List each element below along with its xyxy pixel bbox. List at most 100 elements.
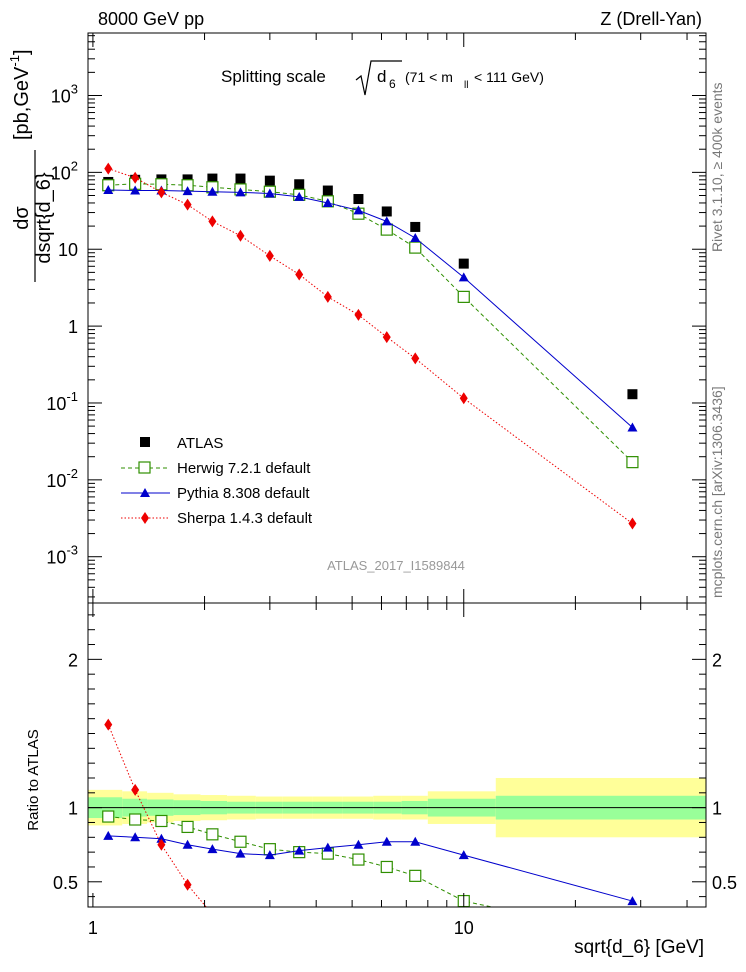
main-point-data [207,173,218,184]
main-ytick-label: 103 [51,81,78,106]
main-point-pythia [627,422,638,432]
ytick-base: 10 [58,240,78,260]
main-point-data [322,185,333,196]
main-point-herwig [626,456,639,469]
header-process: Z (Drell-Yan) [600,9,702,29]
title-range-sub: ll [464,80,468,91]
main-ytick-label: 102 [51,158,78,183]
mcplots-label: mcplots.cern.ch [arXiv:1306.3436] [709,386,725,598]
ratio-ytick-label-left: 2 [68,650,78,670]
main-point-data [294,179,305,190]
main-point-data [264,175,275,186]
ratio-point-pythia [130,832,141,842]
ratio-point-pythia [322,842,333,852]
ratio-point-herwig [409,869,422,882]
main-line-herwig [108,183,633,463]
ratio-ytick-label-right: 1 [712,799,722,819]
main-point-pythia [294,191,305,201]
ratio-ytick-label-left: 0.5 [53,873,78,893]
main-point-data [353,194,364,205]
ratio-frame [87,602,707,908]
header-collision: 8000 GeV pp [98,9,204,29]
title-range-pre: (71 < m [405,69,453,85]
main-ticks [88,33,706,603]
main-ytick-label: 1 [68,317,78,337]
main-ytick-label: 10-2 [46,466,78,491]
main-point-sherpa [265,249,274,262]
ratio-point-herwig [181,820,194,834]
ytick-base: 10 [51,86,71,106]
main-point-herwig [409,241,422,254]
main-point-sherpa [411,352,420,365]
main-point-pythia [235,187,246,197]
main-point-sherpa [382,331,391,344]
xtick-label: 1 [88,918,98,938]
xtick-label: 10 [454,918,474,938]
ratio-point-pythia [103,830,114,840]
ratio-point-sherpa [157,838,166,851]
main-point-pythia [264,188,275,198]
main-point-pythia [130,185,141,195]
ratio-point-pythia [294,845,305,855]
main-point-pythia [381,216,392,226]
main-point-pythia [182,186,193,196]
legend-atlas-marker [140,437,150,447]
main-point-sherpa [459,392,468,405]
main-point-sherpa [131,171,140,184]
main-point-sherpa [323,290,332,303]
main-point-pythia [322,197,333,207]
rivet-label: Rivet 3.1.10, ≥ 400k events [709,82,725,252]
main-point-sherpa [208,215,217,228]
main-plot-title: Splitting scale d 6 (71 < m ll < 111 GeV… [221,60,544,96]
ytick-base: 10 [46,471,66,491]
ratio-point-herwig [380,860,393,874]
ratio-tick-labels: 0.5 0.5 1 1 2 2 1 10 [53,650,737,938]
main-point-data [235,173,246,184]
ratio-point-herwig [129,813,142,826]
main-point-data [410,221,421,232]
ratio-point-pythia [353,839,364,849]
ylabel-unit-text: [pb,GeV [11,66,33,140]
legend-pythia: Pythia 8.308 default [177,485,310,502]
legend-herwig-marker [138,461,151,474]
ytick-base: 10 [46,548,66,568]
main-point-pythia [207,186,218,196]
legend-pythia-marker [140,488,150,497]
ratio-point-herwig [352,853,365,866]
ytick-exp: 2 [71,158,78,173]
main-point-sherpa [157,186,166,199]
ratio-point-pythia [458,850,469,860]
main-ytick-label: 10-3 [46,543,78,568]
main-point-data [458,258,469,269]
title-text: Splitting scale [221,67,326,86]
ratio-point-pythia [182,839,193,849]
ratio-point-pythia [627,896,638,906]
ratio-point-pythia [381,836,392,846]
main-point-herwig [380,223,393,236]
main-ytick-label: 10-1 [46,389,78,414]
main-point-pythia [410,232,421,242]
ratio-ylabel: Ratio to ATLAS [25,729,42,830]
ytick-exp: -2 [66,466,78,481]
title-range-post: < 111 GeV) [474,69,544,85]
title-var: d [377,67,386,86]
ratio-ticks [88,603,706,907]
legend-sherpa-marker [141,512,149,524]
legend-sherpa: Sherpa 1.4.3 default [177,510,313,527]
main-line-sherpa [108,168,633,524]
ratio-line-sherpa [107,724,207,907]
main-point-sherpa [354,308,363,321]
ytick-base: 10 [51,163,71,183]
watermark: ATLAS_2017_I1589844 [327,558,465,573]
ylabel-denominator: dsqrt{d_6} [33,172,55,264]
title-var-sub: 6 [389,77,396,91]
main-point-pythia [103,184,114,194]
ylabel-numerator: dσ [11,206,33,230]
ratio-point-sherpa [131,783,140,796]
main-ylabel: dσ dsqrt{d_6} [pb,GeV-1] [7,49,55,282]
ratio-point-pythia [207,844,218,854]
legend: ATLAS Herwig 7.2.1 default Pythia 8.308 … [121,435,313,527]
ylabel-unit-exp: -1 [7,55,22,67]
